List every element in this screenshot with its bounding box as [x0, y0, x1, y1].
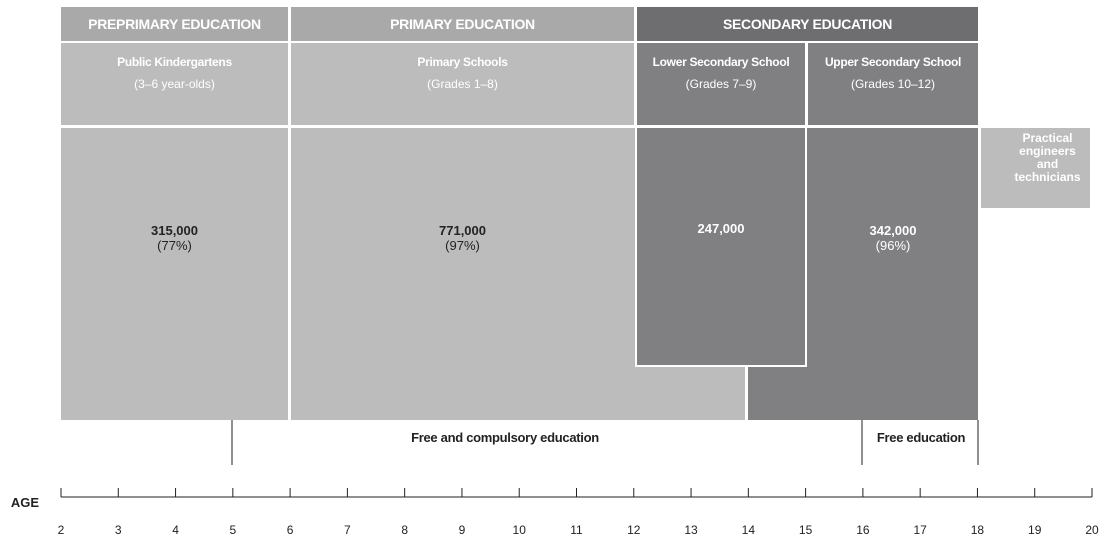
- tick-label: 12: [627, 523, 641, 537]
- subtitle: (Grades 7–9): [685, 77, 757, 91]
- tick-label: 18: [971, 523, 985, 537]
- value: 342,000: [869, 223, 917, 238]
- value: 315,000: [151, 223, 198, 238]
- tick-label: 20: [1085, 523, 1099, 537]
- tick-label: 10: [513, 523, 527, 537]
- subtitle: (Grades 1–8): [427, 77, 498, 91]
- tick-label: 6: [287, 523, 294, 537]
- tick-label: 9: [459, 523, 466, 537]
- tick-label: 17: [913, 523, 927, 537]
- block-head: Public Kindergartens (3–6 year-olds): [61, 43, 288, 125]
- title: Public Kindergartens: [117, 55, 232, 69]
- share: (96%): [875, 238, 911, 253]
- block-body: 247,000: [635, 126, 807, 367]
- block-head: Upper Secondary School (Grades 10–12): [808, 43, 978, 125]
- title: Lower Secondary School: [652, 55, 790, 69]
- subtitle: (3–6 year-olds): [134, 77, 215, 91]
- header: PREPRIMARY EDUCATION: [61, 7, 288, 41]
- share: (97%): [445, 238, 480, 253]
- header: SECONDARY EDUCATION: [637, 7, 978, 41]
- block-body: 315,000 (77%): [61, 128, 288, 420]
- axis-label: AGE: [11, 495, 40, 510]
- span-label: Free and compulsory education: [411, 430, 599, 445]
- span-label: Free education: [876, 430, 966, 445]
- tick-label: 5: [229, 523, 236, 537]
- value: 771,000: [439, 223, 486, 238]
- share: (77%): [157, 238, 192, 253]
- title: Upper Secondary School: [824, 55, 962, 69]
- header: PRIMARY EDUCATION: [291, 7, 634, 41]
- tick-label: 16: [856, 523, 870, 537]
- block-head: Lower Secondary School (Grades 7–9): [637, 43, 805, 125]
- tick-label: 13: [684, 523, 698, 537]
- tick-label: 15: [799, 523, 813, 537]
- tick-label: 14: [742, 523, 756, 537]
- side-box: Practical engineers and technicians: [981, 128, 1090, 208]
- tick-label: 8: [401, 523, 408, 537]
- tick-label: 3: [115, 523, 122, 537]
- tick-label: 7: [344, 523, 351, 537]
- value: 247,000: [697, 221, 745, 236]
- subtitle: (Grades 10–12): [850, 77, 936, 91]
- tick-label: 2: [58, 523, 65, 537]
- tick-label: 4: [172, 523, 179, 537]
- tick-label: 19: [1028, 523, 1042, 537]
- title: Primary Schools: [417, 55, 508, 69]
- tick-label: 11: [570, 523, 583, 537]
- block-head: Primary Schools (Grades 1–8): [291, 43, 634, 125]
